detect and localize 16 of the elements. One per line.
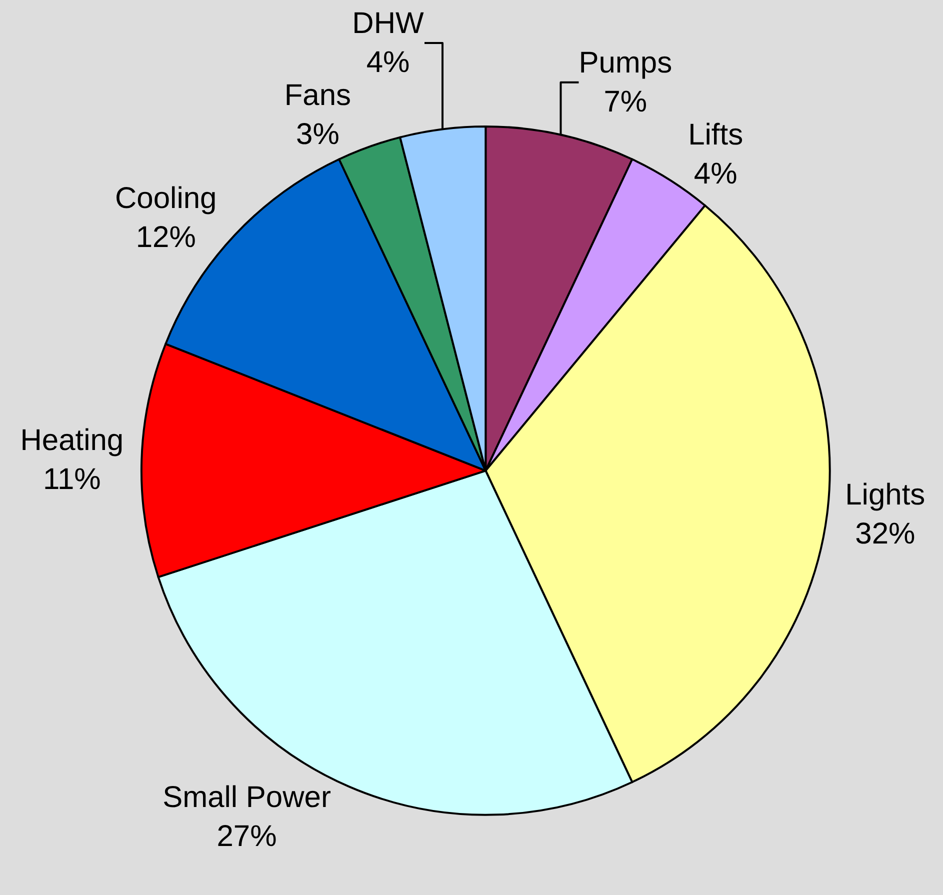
slice-label: Lights [845, 478, 926, 512]
data-label: 12% [136, 221, 196, 254]
data-label: 32% [855, 517, 916, 550]
data-label: 11% [43, 462, 101, 496]
data-label: 27% [216, 820, 277, 853]
slice-label: DHW [352, 6, 425, 40]
slice-label: Heating [20, 424, 124, 457]
data-label: 3% [296, 118, 340, 151]
data-label: 4% [366, 46, 410, 79]
slice-label: Fans [284, 78, 352, 112]
slice-label: Small Power [162, 780, 331, 814]
slice-label: Cooling [115, 182, 217, 216]
slice-label: Lifts [688, 118, 744, 152]
data-label: 4% [694, 157, 738, 190]
slice-label: Pumps [578, 46, 672, 80]
data-label: 7% [604, 85, 648, 118]
